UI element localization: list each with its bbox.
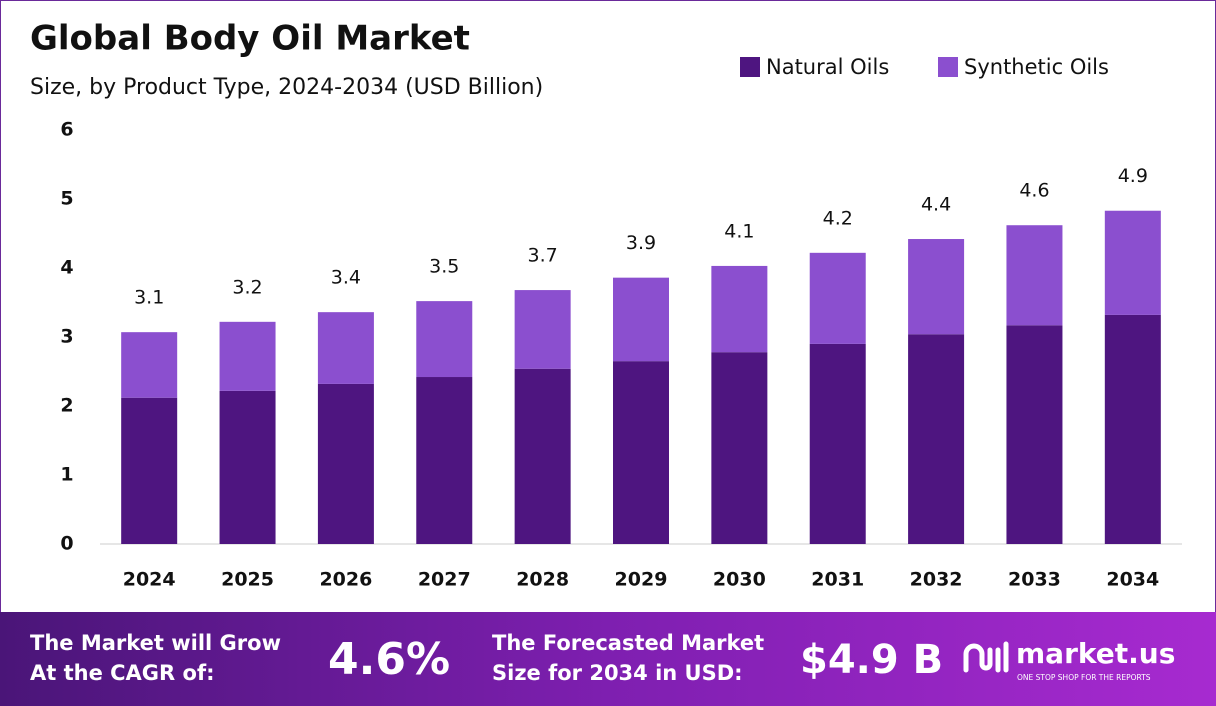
- data-label: 4.4: [921, 194, 951, 216]
- logo-icon: [963, 641, 1009, 673]
- bar-segment: [121, 332, 178, 398]
- x-tick-label: 2028: [516, 569, 569, 591]
- bar-segment: [908, 239, 965, 335]
- x-tick-label: 2024: [123, 569, 176, 591]
- bar-segment: [1006, 225, 1063, 326]
- data-label: 4.1: [724, 220, 754, 242]
- bar-segment: [416, 377, 473, 544]
- y-tick-label: 4: [60, 257, 73, 279]
- bar-segment: [613, 361, 669, 544]
- x-tick-label: 2030: [713, 569, 766, 591]
- bar-segment: [809, 343, 866, 544]
- x-tick-label: 2027: [418, 569, 471, 591]
- bar-segment: [711, 265, 768, 353]
- bar-segment: [1104, 314, 1161, 544]
- y-tick-label: 3: [60, 326, 73, 348]
- x-tick-label: 2029: [615, 569, 668, 591]
- x-tick-label: 2026: [319, 569, 372, 591]
- bar-segment: [908, 334, 965, 544]
- banner-text: The Market will Grow: [30, 631, 281, 655]
- data-label: 3.7: [528, 245, 558, 267]
- x-tick-label: 2025: [221, 569, 274, 591]
- tagline: ONE STOP SHOP FOR THE REPORTS: [1017, 673, 1151, 682]
- bar-segment: [317, 312, 374, 384]
- data-label: 3.9: [626, 232, 656, 254]
- data-label: 3.2: [232, 276, 262, 298]
- data-label: 3.1: [134, 287, 164, 309]
- bar-segment: [219, 390, 276, 544]
- brand: market.us: [1016, 637, 1175, 670]
- banner-value: 4.6%: [328, 634, 450, 685]
- data-label: 4.9: [1118, 165, 1148, 187]
- legend-label: Synthetic Oils: [964, 55, 1109, 79]
- y-tick-label: 5: [60, 188, 73, 210]
- x-tick-label: 2031: [811, 569, 864, 591]
- data-label: 3.5: [429, 256, 459, 278]
- bar-segment: [809, 252, 866, 344]
- bar-segment: [613, 277, 669, 362]
- bar-segment: [1006, 325, 1063, 544]
- bar-segment: [317, 383, 374, 544]
- x-tick-label: 2034: [1106, 569, 1159, 591]
- y-tick-label: 6: [60, 119, 73, 141]
- bar-segment: [416, 301, 473, 378]
- y-tick-label: 2: [60, 395, 73, 417]
- data-label: 4.6: [1019, 180, 1049, 202]
- banner-text: At the CAGR of:: [30, 661, 215, 685]
- banner: [0, 612, 1216, 706]
- banner-value: $4.9 B: [800, 637, 943, 683]
- x-tick-label: 2033: [1008, 569, 1061, 591]
- data-label: 3.4: [331, 267, 361, 289]
- bar-segment: [711, 352, 768, 544]
- legend-swatch: [938, 57, 958, 77]
- bar-segment: [121, 397, 178, 544]
- bar-segment: [514, 368, 571, 544]
- chart-subtitle: Size, by Product Type, 2024-2034 (USD Bi…: [30, 75, 543, 100]
- bar-segment: [514, 290, 571, 369]
- chart-title: Global Body Oil Market: [30, 19, 470, 59]
- bar-segment: [1104, 210, 1161, 315]
- x-tick-label: 2032: [910, 569, 963, 591]
- y-tick-label: 0: [60, 533, 73, 555]
- y-tick-label: 1: [60, 464, 73, 486]
- banner-text: Size for 2034 in USD:: [492, 661, 743, 685]
- banner-text: The Forecasted Market: [492, 631, 764, 655]
- legend-label: Natural Oils: [766, 55, 889, 79]
- bar-segment: [219, 321, 276, 391]
- data-label: 4.2: [823, 207, 853, 229]
- legend-swatch: [740, 57, 760, 77]
